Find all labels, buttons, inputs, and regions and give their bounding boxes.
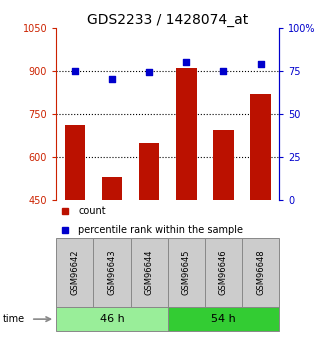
Text: GSM96642: GSM96642	[70, 250, 79, 295]
Text: 46 h: 46 h	[100, 314, 124, 324]
Point	[72, 68, 77, 73]
Bar	[213, 130, 234, 200]
Bar	[250, 94, 271, 200]
Text: 54 h: 54 h	[211, 314, 236, 324]
Text: time: time	[3, 314, 25, 324]
Text: percentile rank within the sample: percentile rank within the sample	[78, 226, 244, 235]
Text: GSM96648: GSM96648	[256, 250, 265, 295]
Bar	[102, 177, 122, 200]
Text: GSM96646: GSM96646	[219, 250, 228, 295]
Bar	[93, 238, 131, 307]
Point	[258, 61, 263, 67]
Point	[184, 59, 189, 65]
Text: GSM96643: GSM96643	[108, 250, 117, 295]
Bar	[131, 238, 168, 307]
Bar	[168, 238, 205, 307]
Bar	[242, 238, 279, 307]
Bar	[139, 142, 159, 200]
Point	[221, 68, 226, 73]
Title: GDS2233 / 1428074_at: GDS2233 / 1428074_at	[87, 12, 248, 27]
Bar	[176, 68, 196, 200]
Bar	[168, 307, 279, 331]
Text: count: count	[78, 206, 106, 216]
Bar	[56, 307, 168, 331]
Bar	[205, 238, 242, 307]
Bar	[56, 238, 93, 307]
Point	[147, 70, 152, 75]
Text: GSM96645: GSM96645	[182, 250, 191, 295]
Point	[109, 77, 115, 82]
Text: GSM96644: GSM96644	[145, 250, 154, 295]
Bar	[65, 125, 85, 200]
